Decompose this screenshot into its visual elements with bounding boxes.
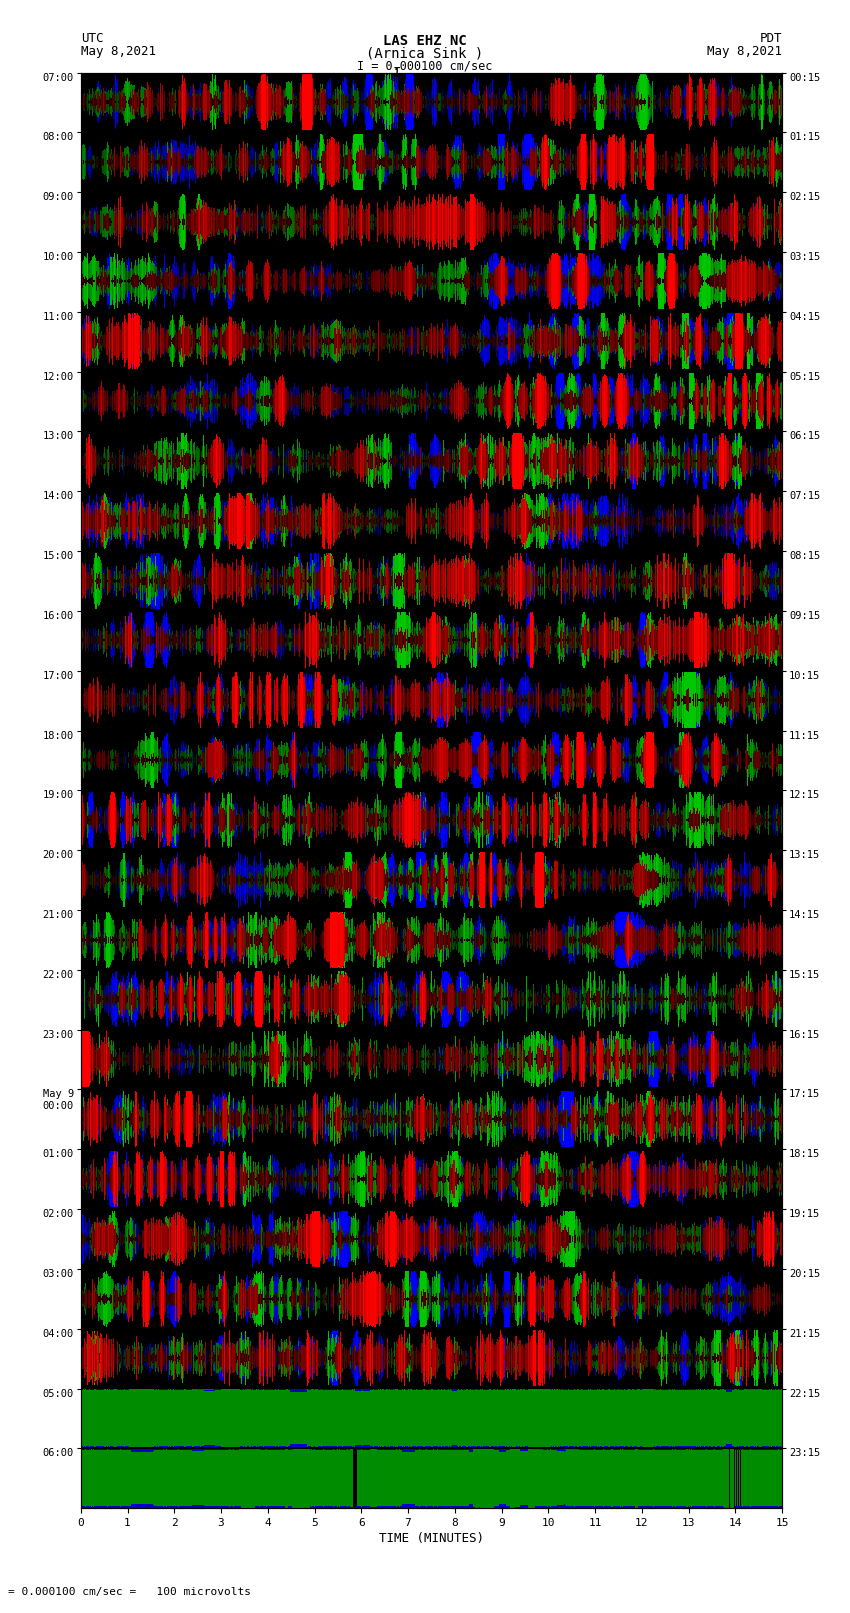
Text: May 8,2021: May 8,2021 — [707, 45, 782, 58]
Text: (Arnica Sink ): (Arnica Sink ) — [366, 47, 484, 61]
Text: I = 0.000100 cm/sec: I = 0.000100 cm/sec — [357, 60, 493, 73]
Text: I: I — [393, 66, 401, 81]
Text: = 0.000100 cm/sec =   100 microvolts: = 0.000100 cm/sec = 100 microvolts — [8, 1587, 252, 1597]
X-axis label: TIME (MINUTES): TIME (MINUTES) — [379, 1532, 484, 1545]
Text: May 8,2021: May 8,2021 — [81, 45, 156, 58]
Text: UTC: UTC — [81, 32, 103, 45]
Text: LAS EHZ NC: LAS EHZ NC — [383, 34, 467, 48]
Text: PDT: PDT — [760, 32, 782, 45]
